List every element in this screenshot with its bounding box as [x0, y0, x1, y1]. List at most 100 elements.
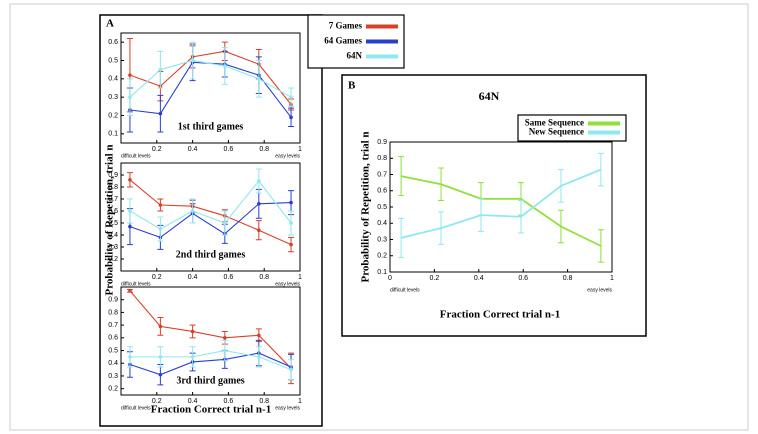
x-tick-label: 0.2	[430, 275, 440, 282]
series-line	[129, 59, 292, 98]
plot-area	[120, 32, 301, 144]
series-line	[129, 202, 292, 239]
x-tick-label: 0.8	[563, 275, 573, 282]
annotation: difficult levels	[121, 281, 151, 287]
y-tick-label: 0.3	[377, 236, 387, 243]
series-line	[129, 180, 292, 230]
y-tick-label: 0.6	[108, 208, 118, 215]
y-tick-label: 0.3	[108, 94, 118, 101]
annotation: difficult levels	[121, 405, 151, 411]
annotation: easy levels	[587, 287, 612, 293]
point	[223, 221, 227, 225]
point	[158, 227, 163, 231]
y-tick-label: 0.3	[108, 373, 118, 380]
point	[289, 367, 293, 372]
x-tick-label: 0.4	[188, 274, 198, 281]
point	[289, 200, 293, 205]
point	[190, 58, 195, 63]
x-tick-label: 0.8	[259, 398, 269, 405]
chart-title: 3rd third games	[176, 375, 244, 386]
point	[158, 67, 163, 72]
error-bar	[557, 209, 564, 244]
y-tick-label: 0.3	[108, 244, 118, 251]
y-tick-label: 0.7	[108, 196, 118, 203]
x-tick-label: 0.6	[224, 146, 234, 153]
x-tick-label: 1	[298, 274, 302, 281]
error-bar	[557, 169, 564, 203]
point	[289, 95, 293, 99]
x-tick-label: 0.8	[259, 146, 269, 153]
annotation: easy levels	[275, 153, 300, 159]
point	[158, 203, 163, 207]
chart-title: 64N	[479, 89, 500, 103]
y-tick-label: 0.6	[377, 188, 387, 195]
legend-label: Same Sequence	[525, 118, 584, 128]
chart-title: 2nd third games	[176, 249, 246, 260]
legend-label: 7 Games	[329, 21, 363, 31]
point	[257, 333, 261, 338]
point	[190, 355, 195, 359]
x-axis-label: Fraction Correct trial n-1	[440, 309, 560, 321]
series-line	[129, 179, 292, 246]
y-tick-label: 0.7	[377, 171, 387, 178]
legend-label: New Sequence	[529, 127, 584, 137]
annotation: easy levels	[275, 281, 300, 287]
panel-letter: A	[106, 18, 114, 30]
y-tick-label: 0.5	[108, 347, 118, 354]
y-tick-label: 0.4	[108, 232, 118, 239]
plot-area	[120, 162, 301, 272]
point	[223, 336, 227, 340]
x-tick-label: 0	[388, 275, 392, 282]
point	[223, 64, 227, 68]
y-tick-label: 0.1	[377, 269, 387, 276]
y-tick-label: 0.8	[108, 309, 118, 316]
error-bar	[597, 229, 604, 263]
point	[190, 209, 195, 213]
point	[289, 115, 293, 120]
point	[257, 355, 261, 359]
x-tick-label: 1	[298, 146, 302, 153]
y-tick-label: 0.4	[108, 76, 118, 83]
y-tick-label: 0.5	[377, 204, 387, 211]
annotation: difficult levels	[390, 287, 420, 293]
series-line	[400, 175, 602, 247]
y-tick-label: 0.8	[108, 184, 118, 191]
error-bar	[597, 152, 604, 187]
point	[128, 209, 132, 213]
point	[128, 178, 132, 182]
point	[289, 221, 293, 225]
y-tick-label: 0.2	[377, 253, 387, 260]
x-tick-label: 0.4	[474, 275, 484, 282]
series-line	[400, 168, 602, 239]
point	[158, 111, 163, 116]
y-tick-label: 0.7	[108, 322, 118, 329]
x-tick-label: 0.4	[188, 146, 198, 153]
y-tick-label: 0.4	[108, 360, 118, 367]
point	[257, 77, 261, 81]
y-tick-label: 0.5	[108, 57, 118, 64]
x-tick-label: 1	[610, 275, 614, 282]
point	[128, 355, 132, 359]
chart-title: 1st third games	[178, 121, 244, 132]
point	[158, 355, 163, 359]
y-axis-label: Probability of Repetition, trial n	[360, 131, 372, 282]
annotation: easy levels	[275, 405, 300, 411]
plot-area	[389, 141, 613, 273]
x-tick-label: 0.8	[259, 274, 269, 281]
x-tick-label: 0.4	[188, 398, 198, 405]
panel-letter: B	[348, 80, 356, 92]
x-tick-label: 0.6	[518, 275, 528, 282]
error-bar	[517, 200, 524, 234]
error-bar	[478, 198, 485, 232]
x-tick-label: 0.6	[224, 398, 234, 405]
point	[289, 242, 293, 247]
point	[223, 348, 227, 353]
series-line	[129, 352, 292, 376]
y-tick-label: 0.4	[377, 220, 387, 227]
y-tick-label: 0.5	[108, 220, 118, 227]
x-tick-label: 0.6	[224, 274, 234, 281]
legend-label: 64 Games	[324, 36, 362, 46]
x-axis-label: Fraction Correct trial n-1	[151, 404, 271, 416]
y-tick-label: 0.9	[377, 139, 387, 146]
